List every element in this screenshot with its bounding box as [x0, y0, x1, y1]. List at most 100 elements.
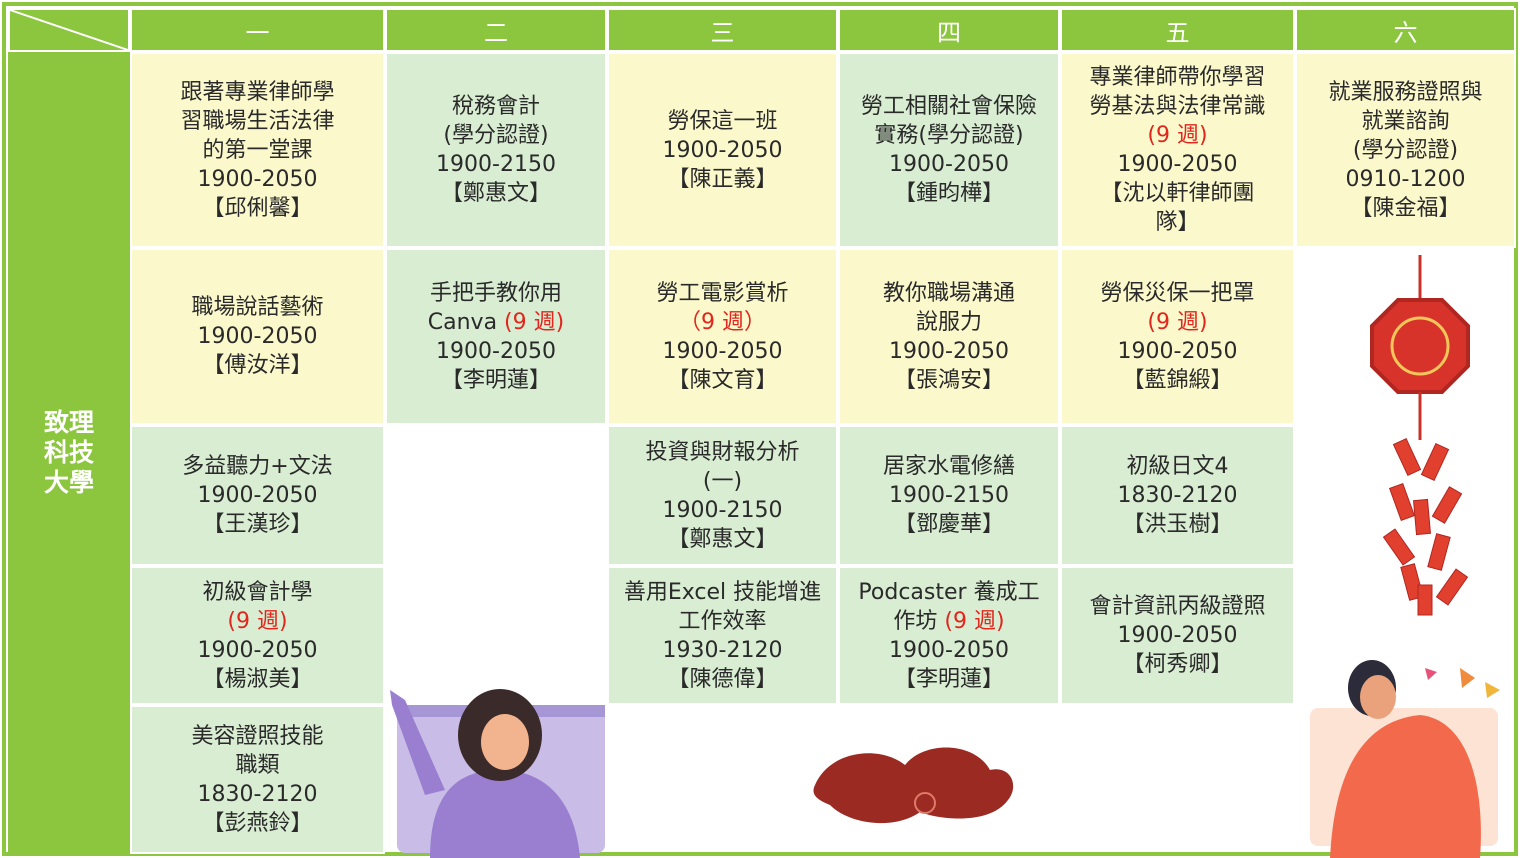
course-cell: 就業服務證照與 就業諮詢 (學分認證) 0910-1200 【陳金福】 — [1295, 52, 1516, 248]
course-line: 勞保這一班 — [667, 108, 778, 134]
course-line: 【鄧慶華】 — [893, 512, 1004, 537]
course-line: 1830-2120 — [1117, 483, 1238, 508]
course-line: 習職場生活法律 — [180, 108, 335, 134]
course-cell: 勞保災保一把罩 (9 週) 1900-2050 【藍錦緞】 — [1060, 248, 1295, 425]
fu-ornament — [1370, 255, 1470, 616]
course-segment: (9 週) — [1147, 309, 1208, 335]
side-label: 致理科技大學 — [8, 52, 130, 854]
illustration-man — [1310, 660, 1500, 858]
course-segment: (9 週) — [944, 608, 1005, 634]
course-line: 作坊 (9 週) — [893, 607, 1004, 636]
course-line: 1900-2150 — [889, 483, 1009, 508]
course-line: 1900-2050 — [889, 152, 1009, 177]
course-line: 1900-2050 — [1117, 623, 1238, 648]
course-line: 勞工電影賞析 — [656, 280, 789, 306]
corner-diagonal — [10, 10, 128, 50]
course-cell: 美容證照技能 職類 1830-2120 【彭燕鈴】 — [130, 705, 385, 854]
course-line: 1900-2050 — [889, 338, 1009, 364]
course-line: 說服力 — [915, 309, 982, 335]
course-line: 1900-2050 — [197, 166, 318, 192]
side-label-text: 致理科技大學 — [43, 408, 94, 497]
course-segment: （9 週） — [679, 309, 766, 335]
course-line: 勞工相關社會保險 — [860, 94, 1037, 119]
course-segment: Canva — [427, 309, 505, 335]
course-line: 就業服務證照與 — [1328, 79, 1483, 105]
course-line: Podcaster 養成工 — [858, 579, 1040, 605]
course-line: 【李明蓮】 — [440, 367, 551, 393]
course-line: 工作效率 — [678, 608, 767, 634]
course-cell: 善用Excel 技能增進 工作效率 1930-2120 【陳德偉】 — [607, 566, 838, 705]
course-line: 【傅汝洋】 — [202, 353, 313, 378]
course-line: 【楊淑美】 — [202, 666, 313, 692]
course-cell: 教你職場溝通 說服力 1900-2050 【張鴻安】 — [838, 248, 1060, 425]
course-line: 【鄭惠文】 — [440, 181, 551, 206]
course-line: 1900-2050 — [1117, 338, 1238, 364]
cloud-swirl — [914, 792, 936, 814]
course-segment: 作坊 — [893, 608, 945, 634]
course-cell: Podcaster 養成工 作坊 (9 週) 1900-2050 【李明蓮】 — [838, 566, 1060, 705]
course-line: 的第一堂課 — [202, 137, 313, 163]
course-cell: 多益聽力+文法 1900-2050 【王漢珍】 — [130, 425, 385, 566]
course-line: 會計資訊丙級證照 — [1089, 594, 1266, 619]
course-line: 手把手教你用 — [429, 280, 562, 306]
course-cell: 稅務會計 (學分認證) 1900-2150 【鄭惠文】 — [385, 52, 607, 248]
course-line: 【邱俐馨】 — [202, 195, 313, 221]
course-line: 職場說話藝術 — [191, 295, 324, 320]
course-line: (學分認證) — [1352, 137, 1459, 163]
course-cell: 專業律師帶你學習 勞基法與法律常識 (9 週) 1900-2050 【沈以軒律師團 隊】 — [1060, 52, 1295, 248]
course-line: 1900-2050 — [197, 324, 318, 349]
course-cell: 初級會計學 (9 週) 1900-2050 【楊淑美】 — [130, 566, 385, 705]
course-cell: 初級日文4 1830-2120 【洪玉樹】 — [1060, 425, 1295, 566]
course-line: 專業律師帶你學習 — [1089, 65, 1266, 90]
illustration-woman — [390, 689, 605, 858]
course-line: 1900-2150 — [662, 497, 783, 523]
course-cell: 會計資訊丙級證照 1900-2050 【柯秀卿】 — [1060, 566, 1295, 705]
course-line: 1900-2050 — [1117, 152, 1238, 177]
course-line: 初級會計學 — [202, 579, 313, 605]
course-line: 【李明蓮】 — [893, 666, 1004, 692]
course-line: 0910-1200 — [1345, 166, 1466, 192]
course-line: 【洪玉樹】 — [1122, 512, 1233, 537]
course-line: 實務(學分認證) — [874, 123, 1024, 148]
course-line: 1900-2050 — [197, 483, 318, 508]
course-line: 多益聽力+文法 — [182, 454, 333, 479]
course-line: 1900-2050 — [889, 637, 1009, 663]
course-line: 初級日文4 — [1126, 454, 1229, 479]
course-cell: 投資與財報分析 (一) 1900-2150 【鄭惠文】 — [607, 425, 838, 566]
day-header: 一 — [130, 8, 385, 52]
diagonal-line — [10, 10, 128, 50]
course-line: 就業諮詢 — [1361, 108, 1450, 134]
course-line: 投資與財報分析 — [645, 439, 800, 465]
course-line: 職類 — [235, 752, 280, 778]
course-line: 跟著專業律師學 — [180, 79, 335, 105]
course-line: 1900-2050 — [197, 637, 318, 663]
course-line: 1930-2120 — [662, 637, 783, 663]
course-cell: 居家水電修繕 1900-2150 【鄧慶華】 — [838, 425, 1060, 566]
course-segment: (9 週) — [504, 309, 565, 335]
course-line: 【彭燕鈴】 — [202, 810, 313, 836]
course-line: 【沈以軒律師團 — [1100, 181, 1255, 206]
course-line: 勞基法與法律常識 — [1089, 94, 1266, 119]
course-cell: 職場說話藝術 1900-2050 【傅汝洋】 — [130, 248, 385, 425]
day-header: 二 — [385, 8, 607, 52]
course-line: （9 週） — [679, 308, 766, 337]
course-cell: 勞工電影賞析 （9 週） 1900-2050 【陳文育】 — [607, 248, 838, 425]
course-segment: (9 週) — [1147, 123, 1208, 148]
course-line: 【陳金福】 — [1350, 195, 1461, 221]
course-line: Canva (9 週) — [428, 308, 564, 337]
course-cell: 勞保這一班 1900-2050 【陳正義】 — [607, 52, 838, 248]
day-header: 五 — [1060, 8, 1295, 52]
course-line: (9 週) — [1147, 308, 1207, 337]
course-line: 1900-2050 — [662, 137, 783, 163]
corner-cell — [8, 8, 130, 52]
course-line: 教你職場溝通 — [882, 280, 1015, 306]
course-line: 美容證照技能 — [191, 723, 324, 749]
day-header: 三 — [607, 8, 838, 52]
course-line: 【藍錦緞】 — [1122, 367, 1233, 393]
course-line: 【王漢珍】 — [202, 512, 313, 537]
course-line: 善用Excel 技能增進 — [623, 579, 822, 605]
course-line: 【陳文育】 — [667, 367, 778, 393]
